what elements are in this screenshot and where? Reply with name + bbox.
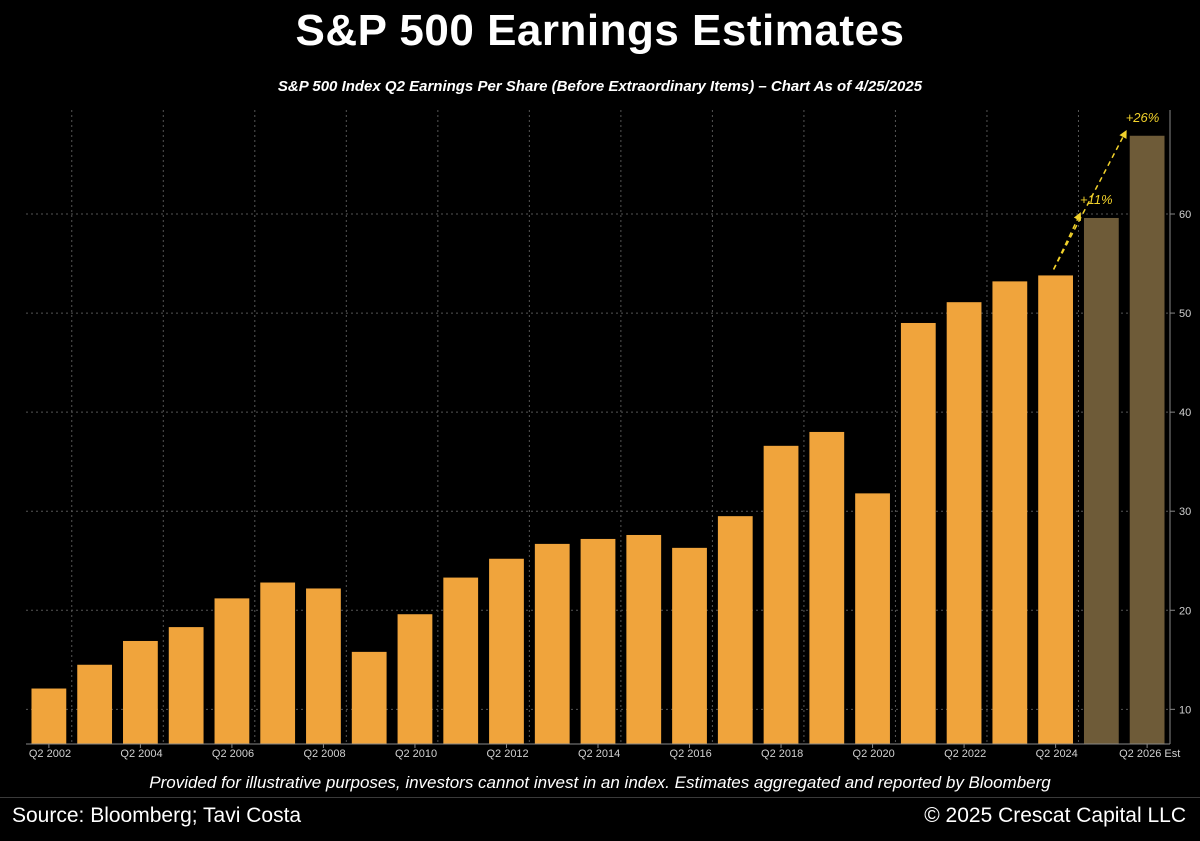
x-tick-label: Q2 2010	[395, 748, 437, 760]
x-tick-label: Q2 2008	[303, 748, 345, 760]
bar-q2-2012	[489, 558, 524, 744]
bar-q2-2005	[168, 627, 204, 744]
x-tick-label: Q2 2018	[761, 748, 803, 760]
bar-q2-2016	[672, 547, 707, 744]
estimate-bar-q2-2026-est	[1129, 135, 1165, 745]
bar-q2-2011	[443, 577, 479, 744]
x-tick-label: Q2 2016	[670, 748, 712, 760]
bar-q2-2007	[260, 582, 296, 744]
x-tick-label: Q2 2012	[486, 748, 528, 760]
x-tick-label: Q2 2024	[1036, 748, 1078, 760]
bar-q2-2018	[763, 445, 799, 744]
chart-subtitle: S&P 500 Index Q2 Earnings Per Share (Bef…	[277, 78, 923, 95]
bar-q2-2014	[580, 538, 616, 744]
bar-q2-2017	[717, 516, 753, 744]
bar-q2-2006	[214, 598, 250, 744]
bar-q2-2010	[397, 614, 433, 744]
bar-q2-2020	[855, 493, 890, 744]
annotation-label: +11%	[1080, 192, 1113, 207]
source-text: Source: Bloomberg; Tavi Costa	[12, 804, 302, 827]
x-tick-label: Q2 2014	[578, 748, 620, 760]
y-tick-label: 30	[1179, 506, 1191, 518]
annotations: +11% +26%	[1052, 110, 1160, 270]
annotation-arrow-2	[1052, 129, 1127, 270]
chart-title: S&P 500 Earnings Estimates	[295, 6, 905, 55]
copyright-text: © 2025 Crescat Capital LLC	[924, 804, 1186, 827]
annotation-label: +26%	[1126, 110, 1160, 125]
estimate-bar-q2-2025-est	[1083, 217, 1119, 744]
bar-q2-2004	[123, 640, 158, 744]
bar-q2-2023	[992, 281, 1028, 744]
bar-q2-2019	[809, 431, 845, 744]
footer-bar	[0, 797, 1200, 841]
bar-q2-2002	[31, 688, 67, 744]
bar-q2-2003	[77, 664, 113, 744]
disclaimer-text: Provided for illustrative purposes, inve…	[149, 773, 1051, 792]
x-tick-label: Q2 2022	[944, 748, 986, 760]
axes: 10 20 30 40 50 60 Q2 2002 Q2 2004 Q2 2006 Q2 2008…	[26, 110, 1191, 760]
x-tick-label: Q2 2006	[212, 748, 254, 760]
bar-q2-2015	[626, 534, 662, 744]
x-tick-label: Q2 2004	[120, 748, 162, 760]
y-tick-label: 50	[1179, 308, 1191, 320]
bar-q2-2024	[1038, 275, 1073, 744]
y-tick-label: 60	[1179, 209, 1191, 221]
bar-q2-2009	[351, 651, 387, 744]
y-tick-label: 40	[1179, 407, 1191, 419]
x-tick-label: Q2 2020	[853, 748, 895, 760]
earnings-bar-chart: 10 20 30 40 50 60 Q2 2002 Q2 2004 Q2 2006 Q2 2008…	[26, 110, 1191, 760]
bar-q2-2022	[946, 302, 982, 744]
x-tick-label: Q2 2026 Est	[1119, 748, 1180, 760]
x-tick-label: Q2 2002	[29, 748, 71, 760]
bar-q2-2013	[534, 543, 570, 744]
bars	[31, 135, 1165, 745]
y-tick-label: 20	[1179, 605, 1191, 617]
bar-q2-2008	[306, 588, 341, 744]
bar-q2-2021	[900, 322, 936, 744]
y-tick-label: 10	[1179, 704, 1191, 716]
